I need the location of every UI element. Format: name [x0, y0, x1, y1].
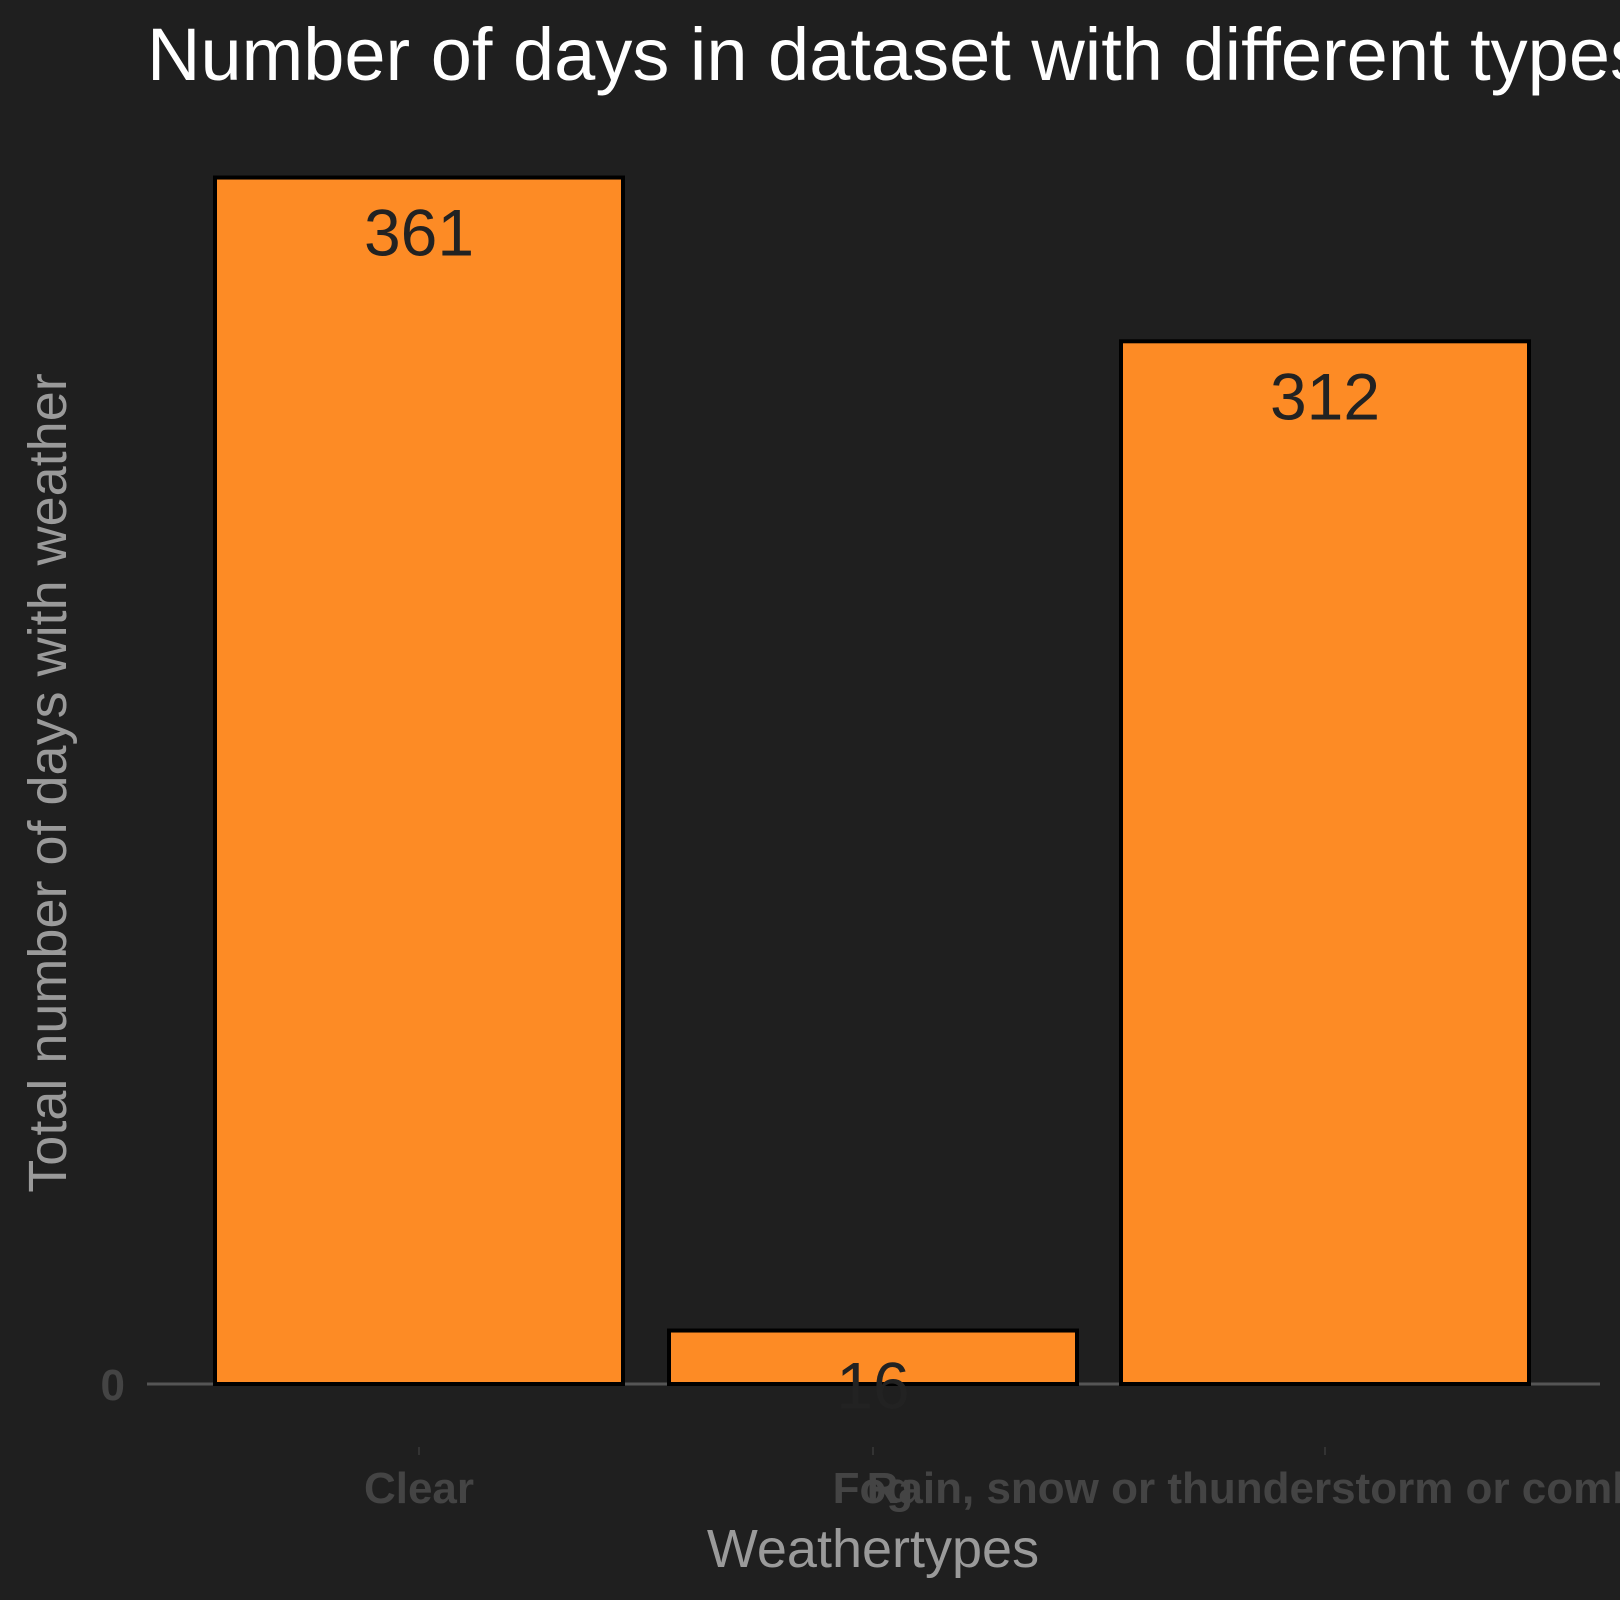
- y-axis-title: Total number of days with weather: [18, 373, 78, 1192]
- chart-title: Number of days in dataset with different…: [147, 13, 1620, 96]
- x-tick-label: Rain, snow or thunderstorm or combinatio…: [867, 1464, 1620, 1513]
- bar-value-label: 361: [364, 196, 474, 270]
- bar-rain: [1119, 339, 1531, 1386]
- x-tick-label: Clear: [364, 1464, 474, 1513]
- value-labels-group: 361 16 312: [364, 196, 1380, 1423]
- bar-fog: [667, 1328, 1079, 1386]
- x-axis-title: Weathertypes: [707, 1519, 1039, 1579]
- bar-value-label: 16: [836, 1349, 909, 1423]
- x-tick-label: Fog: [833, 1464, 914, 1513]
- bar-clear: [213, 175, 625, 1387]
- bars-group: [213, 175, 1531, 1387]
- y-tick-label: 0: [101, 1361, 125, 1410]
- bar-value-label: 312: [1270, 359, 1380, 433]
